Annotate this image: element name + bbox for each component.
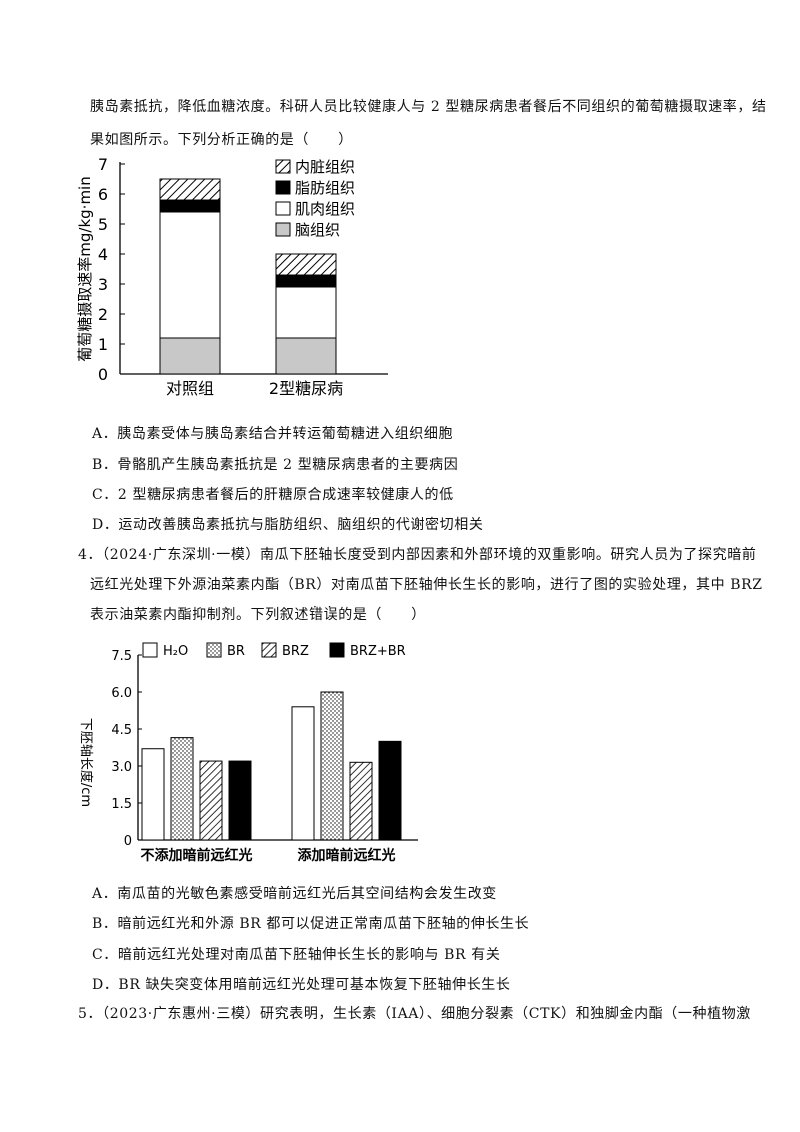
y-tick-label: 3.0 xyxy=(111,760,132,775)
q3-option-d: D．运动改善胰岛素抵抗与脂肪组织、脑组织的代谢密切相关 xyxy=(92,517,484,533)
bar-segment xyxy=(159,211,221,339)
y-tick-label: 4.5 xyxy=(111,723,132,738)
x-tick-label: 添加暗前远红光 xyxy=(298,847,396,864)
q3-option-b: B．骨骼肌产生胰岛素抵抗是 2 型糖尿病患者的主要病因 xyxy=(92,457,459,473)
bar xyxy=(199,760,223,841)
bar-segment xyxy=(275,286,337,339)
bar xyxy=(291,706,315,841)
bar xyxy=(349,761,373,841)
intro-line-2: 果如图所示。下列分析正确的是（ ） xyxy=(90,132,353,148)
y-axis-label: 葡萄糖摄取速率mg/kg·min xyxy=(76,176,94,361)
bar-segment xyxy=(159,337,221,375)
bar-segment xyxy=(275,274,337,288)
q4-line-3-pre: 表示油菜素内酯抑制剂。下列叙述 xyxy=(90,607,309,623)
legend-label: 内脏组织 xyxy=(295,158,355,176)
bar-segment xyxy=(159,199,221,213)
bar-segment xyxy=(275,253,337,276)
y-tick-label: 1.5 xyxy=(111,797,132,812)
q4-line-1: 4．（2024·广东深圳·一模）南瓜下胚轴长度受到内部因素和外部环境的双重影响。… xyxy=(78,547,757,563)
bar xyxy=(320,691,344,841)
legend-swatch xyxy=(261,642,277,658)
chart-glucose-uptake: 葡萄糖摄取速率mg/kg·min 0 1 2 3 4 5 6 7 对照组 2型糖尿病 内脏组织脂… xyxy=(76,155,388,397)
legend-swatch xyxy=(275,180,291,195)
y-tick-label: 5 xyxy=(98,215,108,234)
q4-option-d: D．BR 缺失突变体用暗前远红光处理可基本恢复下胚轴伸长生长 xyxy=(92,977,511,993)
legend-label: 脑组织 xyxy=(295,221,340,239)
legend-label: 脂肪组织 xyxy=(295,179,355,197)
bar xyxy=(378,740,402,841)
q4-option-a: A．南瓜苗的光敏色素感受暗前远红光后其空间结构会发生改变 xyxy=(92,886,497,902)
x-tick-label: 不添加暗前远红光 xyxy=(141,847,253,864)
x-tick-label: 对照组 xyxy=(166,379,214,397)
y-tick-label: 6 xyxy=(98,185,108,204)
y-tick-label: 7.5 xyxy=(111,649,132,664)
legend-swatch xyxy=(275,159,291,174)
q4-emphasis-1: 错 xyxy=(309,607,324,623)
q4-option-b: B．暗前远红光和外源 BR 都可以促进正常南瓜苗下胚轴的伸长生长 xyxy=(92,916,530,932)
x-tick-label: 2型糖尿病 xyxy=(269,379,343,397)
legend-label: BRZ+BR xyxy=(350,644,406,659)
y-tick-label: 7 xyxy=(98,155,108,174)
bar xyxy=(141,748,165,841)
q4-emphasis-2: 误 xyxy=(324,607,339,623)
legend-swatch xyxy=(329,642,345,658)
legend-swatch xyxy=(206,642,222,658)
bar xyxy=(170,737,194,841)
intro-line-1: 胰岛素抵抗，降低血糖浓度。科研人员比较健康人与 2 型糖尿病患者餐后不同组织的葡… xyxy=(90,99,767,115)
q4-line-3-post: 的是（ ） xyxy=(338,607,426,623)
legend-label: BRZ xyxy=(282,644,309,659)
q3-option-a: A．胰岛素受体与胰岛素结合并转运葡萄糖进入组织细胞 xyxy=(92,426,454,442)
legend-swatch xyxy=(275,201,291,216)
y-tick-label: 3 xyxy=(98,275,108,294)
y-tick-label: 6.0 xyxy=(111,686,132,701)
bar xyxy=(228,760,252,841)
q4-option-c: C．暗前远红光处理对南瓜苗下胚轴伸长生长的影响与 BR 有关 xyxy=(92,947,501,963)
y-tick-label: 4 xyxy=(98,245,108,264)
legend-label: 肌肉组织 xyxy=(295,200,355,218)
legend-swatch xyxy=(142,642,158,658)
y-tick-label: 2 xyxy=(98,305,108,324)
legend-label: H₂O xyxy=(163,644,188,659)
legend-swatch xyxy=(275,222,291,237)
y-tick-label: 0 xyxy=(124,834,132,849)
q4-line-2: 远红光处理下外源油菜素内酯（BR）对南瓜苗下胚轴伸长生长的影响，进行了图的实验处… xyxy=(90,577,763,593)
q5-line-1: 5．（2023·广东惠州·三模）研究表明，生长素（IAA）、细胞分裂素（CTK）… xyxy=(78,1006,751,1022)
q4-line-3: 表示油菜素内酯抑制剂。下列叙述错误的是（ ） xyxy=(90,606,426,624)
bar-segment xyxy=(159,178,221,201)
y-tick-label: 1 xyxy=(98,335,108,354)
q3-option-c: C．2 型糖尿病患者餐后的肝糖原合成速率较健康人的低 xyxy=(92,487,454,503)
y-axis-label: 下胚轴长度/cm xyxy=(78,718,94,807)
legend-label: BR xyxy=(227,644,245,659)
chart-hypocotyl-length: 下胚轴长度/cm 0 1.5 3.0 4.5 6.0 7.5 不添加暗前远红光 添加暗前远红… xyxy=(78,642,418,864)
bar-segment xyxy=(275,337,337,375)
y-tick-label: 0 xyxy=(98,365,108,384)
